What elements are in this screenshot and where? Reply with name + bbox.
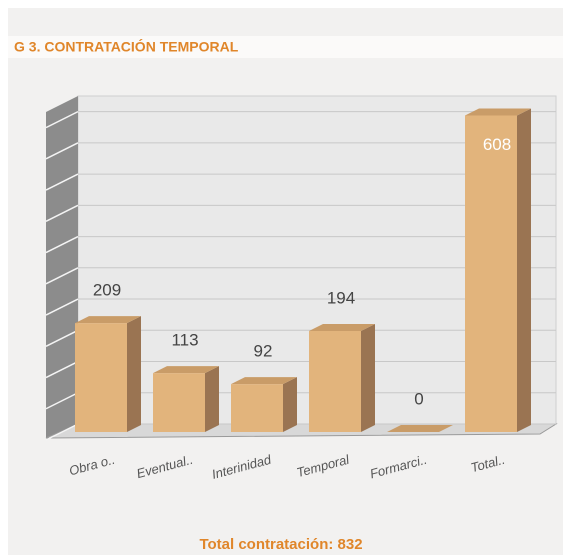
bar bbox=[231, 377, 297, 432]
bar-front bbox=[309, 330, 361, 432]
value-label: 0 bbox=[414, 389, 423, 408]
value-label: 608 bbox=[483, 135, 511, 154]
bar bbox=[309, 323, 375, 432]
side-grid-line bbox=[45, 204, 79, 223]
value-label: 194 bbox=[327, 288, 355, 307]
bar-side bbox=[205, 366, 219, 432]
side-grid-line bbox=[45, 298, 79, 316]
bar-front bbox=[153, 373, 205, 432]
side-grid-line bbox=[45, 360, 79, 379]
bar-top bbox=[75, 316, 141, 324]
side-grid-line bbox=[45, 423, 79, 441]
bar-top bbox=[231, 377, 297, 385]
side-grid-line bbox=[45, 329, 79, 347]
bar-front bbox=[465, 115, 517, 432]
side-grid-line bbox=[45, 142, 79, 160]
chart-title: G 3. CONTRATACIÓN TEMPORAL bbox=[14, 38, 239, 55]
side-grid-line bbox=[45, 110, 79, 129]
bar-front bbox=[231, 384, 283, 432]
value-label: 209 bbox=[93, 281, 121, 300]
bar bbox=[153, 366, 219, 432]
value-label: 113 bbox=[171, 331, 198, 350]
bar bbox=[75, 316, 141, 432]
bar-side bbox=[517, 108, 531, 432]
bar bbox=[465, 108, 531, 432]
bar bbox=[387, 425, 453, 432]
bar-top bbox=[387, 425, 453, 432]
bar-top bbox=[309, 323, 375, 331]
bar-front bbox=[75, 323, 127, 432]
title-band bbox=[8, 36, 563, 58]
bar-side bbox=[283, 377, 297, 432]
side-grid-line bbox=[45, 267, 79, 285]
side-wall bbox=[46, 96, 78, 438]
value-label: 92 bbox=[254, 342, 273, 361]
bar-top bbox=[465, 108, 531, 116]
bar-side bbox=[127, 316, 141, 432]
side-grid-line bbox=[45, 392, 79, 410]
footer-total: Total contratación: 832 bbox=[199, 536, 362, 553]
bar-side bbox=[361, 323, 375, 432]
side-grid-line bbox=[45, 173, 79, 191]
bar-top bbox=[153, 366, 219, 374]
side-grid-line bbox=[45, 235, 79, 254]
